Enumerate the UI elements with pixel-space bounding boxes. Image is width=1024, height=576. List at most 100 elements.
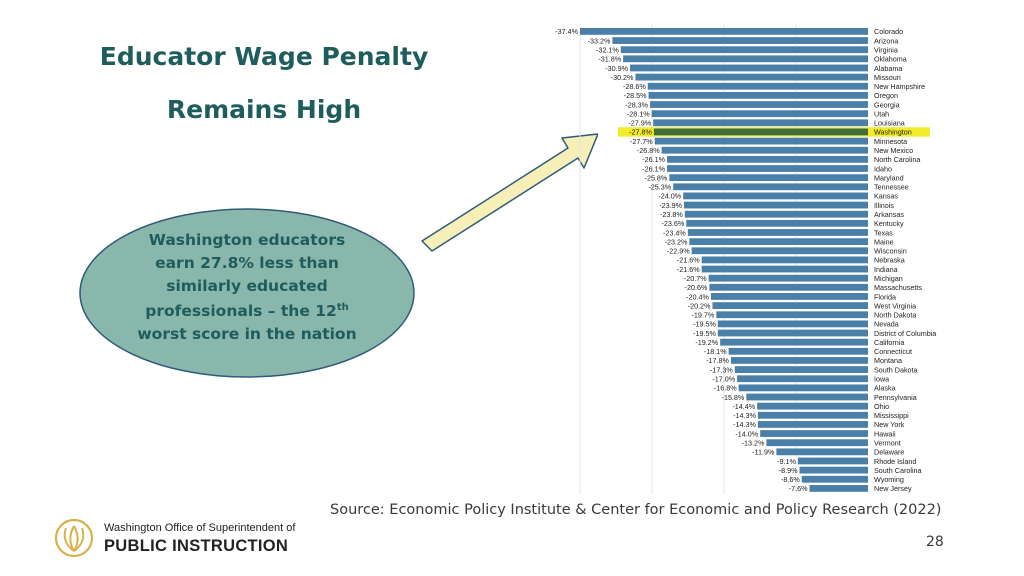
category-label: Ohio <box>874 402 889 411</box>
bar-value-label: -8.6% <box>781 475 800 484</box>
bar-value-label: -20.4% <box>686 292 709 301</box>
slide-title-line2: Remains High <box>166 95 362 124</box>
bar <box>686 219 868 227</box>
bar-value-label: -14.4% <box>732 402 755 411</box>
bar <box>669 174 868 182</box>
category-label: Iowa <box>874 375 889 384</box>
category-label: Alabama <box>874 64 902 73</box>
bar-value-label: -23.4% <box>663 228 686 237</box>
category-label: Delaware <box>874 448 904 457</box>
category-label: California <box>874 338 904 347</box>
bar-value-label: -14.3% <box>733 411 756 420</box>
bar <box>684 210 868 218</box>
bar-value-label: -19.7% <box>692 311 715 320</box>
category-label: Maryland <box>874 173 904 182</box>
bar-value-label: -28.5% <box>624 91 647 100</box>
category-label: North Dakota <box>874 311 916 320</box>
category-label: South Dakota <box>874 365 918 374</box>
bar <box>673 183 868 191</box>
category-label: Illinois <box>874 201 894 210</box>
pointer-arrow-icon <box>421 133 598 252</box>
category-label: New York <box>874 420 905 429</box>
bar-value-label: -15.8% <box>722 393 745 402</box>
bar-value-label: -23.2% <box>665 237 688 246</box>
bar <box>809 485 868 492</box>
bar-value-label: -27.7% <box>630 137 653 146</box>
bar-value-label: -13.2% <box>742 439 765 448</box>
bar <box>661 146 868 154</box>
bar <box>612 37 868 44</box>
bar-value-label: -23.6% <box>661 219 684 228</box>
category-label: Missouri <box>874 73 901 82</box>
category-label: Wyoming <box>874 475 904 484</box>
bar <box>689 238 868 246</box>
bar-value-label: -32.1% <box>596 45 619 54</box>
bar-value-label: -25.3% <box>648 183 671 192</box>
category-label: Indiana <box>874 265 898 274</box>
bar <box>620 46 868 54</box>
ordinal-suffix: th <box>336 302 349 314</box>
bar <box>708 274 868 282</box>
category-label: Alaska <box>874 384 896 393</box>
category-label: West Virginia <box>874 301 916 310</box>
category-label: Minnesota <box>874 137 907 146</box>
bar-value-label: -19.5% <box>693 329 716 338</box>
bar-value-label: -16.8% <box>714 384 737 393</box>
bar <box>653 119 868 127</box>
bar-value-label: -23.9% <box>659 201 682 210</box>
bar-value-label: -17.8% <box>706 356 729 365</box>
bar <box>716 311 868 319</box>
bar <box>776 448 868 456</box>
bar-value-label: -20.6% <box>685 283 708 292</box>
callout-line: professionals – the 12th <box>110 297 384 323</box>
bar <box>720 338 868 346</box>
bar <box>654 137 868 145</box>
category-label: Michigan <box>874 274 903 283</box>
bar <box>712 302 868 309</box>
callout-line: similarly educated <box>166 276 328 295</box>
category-label: Vermont <box>874 439 901 448</box>
bar-value-label: -14.0% <box>735 429 758 438</box>
bar <box>667 155 868 163</box>
bar <box>746 393 868 401</box>
category-label: Kentucky <box>874 219 904 228</box>
bar <box>630 64 868 72</box>
bar-value-label: -24.0% <box>658 192 681 201</box>
bar-value-label: -26.8% <box>637 146 660 155</box>
category-label: Virginia <box>874 45 898 54</box>
bar-value-label: -27.8% <box>629 128 652 137</box>
bar <box>710 293 868 300</box>
category-label: Louisiana <box>874 119 905 128</box>
bar-value-label: -17.3% <box>710 365 733 374</box>
bar-value-label: -37.4% <box>555 27 578 36</box>
bar-value-label: -25.8% <box>645 173 668 182</box>
bar <box>648 91 868 99</box>
category-label: Hawaii <box>874 429 896 438</box>
bar-value-label: -31.8% <box>598 55 621 64</box>
category-label: Connecticut <box>874 347 912 356</box>
category-label: Texas <box>874 228 893 237</box>
category-label: Arizona <box>874 36 898 45</box>
category-label: Idaho <box>874 164 892 173</box>
bar-value-label: -19.2% <box>695 338 718 347</box>
bar-value-label: -23.8% <box>660 210 683 219</box>
wage-penalty-bar-chart: -37.4% Colorado -33.2% Arizona -32.1% Virgini… <box>555 24 936 494</box>
bar-value-label: -17.0% <box>712 375 735 384</box>
bar <box>667 165 868 172</box>
bar <box>701 256 868 264</box>
category-label: Colorado <box>874 27 903 36</box>
bar <box>737 375 868 383</box>
bar <box>635 73 868 81</box>
bar <box>683 192 868 200</box>
category-label: Georgia <box>874 100 900 109</box>
slide-title-line1: Educator Wage Penalty <box>99 42 429 71</box>
category-label: Nebraska <box>874 256 905 265</box>
bar <box>717 320 868 328</box>
bar <box>730 357 868 364</box>
bar <box>717 329 868 337</box>
category-label: New Jersey <box>874 484 912 493</box>
category-label: New Mexico <box>874 146 913 155</box>
bar-value-label: -9.1% <box>777 457 796 466</box>
callout-line: Washington educators <box>148 231 346 249</box>
bar-value-label: -20.2% <box>688 301 711 310</box>
